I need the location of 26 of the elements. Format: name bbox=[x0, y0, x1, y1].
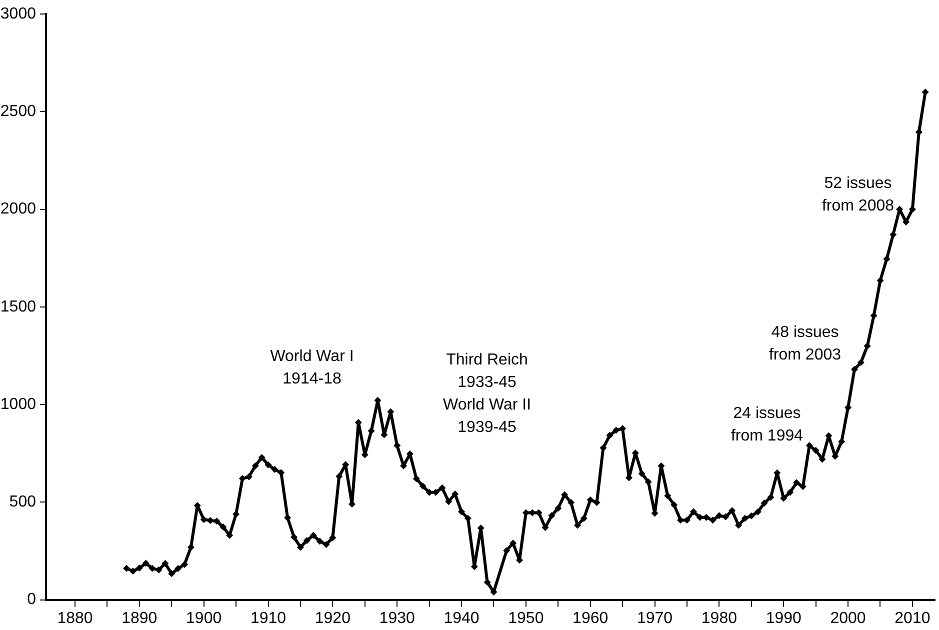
x-tick-label: 1880 bbox=[57, 610, 93, 627]
x-tick-label: 1950 bbox=[508, 610, 544, 627]
x-tick-label: 2000 bbox=[830, 610, 866, 627]
x-tick-label: 1980 bbox=[701, 610, 738, 627]
y-tick-label: 2000 bbox=[0, 200, 36, 218]
y-tick-label: 500 bbox=[9, 494, 36, 511]
x-tick-label: 1990 bbox=[766, 610, 802, 627]
y-tick-label: 3000 bbox=[0, 5, 36, 22]
x-tick-label: 1970 bbox=[636, 610, 673, 627]
annotation: 24 issues from 1994 bbox=[730, 405, 804, 445]
x-tick-label: 1890 bbox=[122, 610, 158, 627]
x-tick-label: 1960 bbox=[572, 610, 608, 627]
x-tick-label: 1900 bbox=[186, 610, 222, 627]
x-tick-label: 1930 bbox=[379, 610, 415, 627]
y-tick-label: 1000 bbox=[0, 396, 36, 413]
annotation: Third Reich 1933-45 World War II 1939-45 bbox=[442, 352, 532, 436]
y-tick-label: 1500 bbox=[0, 298, 36, 316]
x-tick-label: 2010 bbox=[894, 610, 930, 627]
x-tick-label: 1910 bbox=[250, 610, 286, 627]
y-tick-label: 2500 bbox=[0, 103, 36, 120]
x-tick-label: 1940 bbox=[444, 610, 480, 627]
annotation: 48 issues from 2003 bbox=[768, 324, 842, 364]
x-tick-label: 1920 bbox=[314, 610, 351, 627]
annotation: 52 issues from 2008 bbox=[822, 175, 894, 215]
annotation: World War I 1914-18 bbox=[270, 348, 354, 388]
y-tick-label: 0 bbox=[27, 591, 36, 608]
